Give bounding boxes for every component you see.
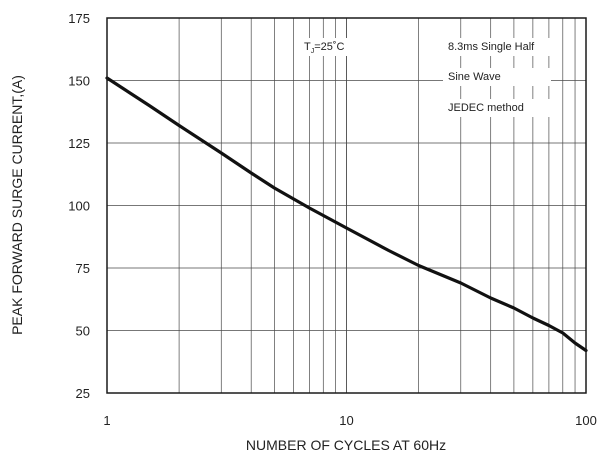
y-tick-label: 125 [68, 136, 90, 151]
tick-labels: 1 10 100 25 50 75 100 125 150 175 [68, 11, 597, 428]
tj-annotation-main: T [304, 41, 311, 53]
y-tick-label: 25 [76, 386, 90, 401]
box-annotation-line3: JEDEC method [448, 102, 524, 114]
tj-annotation-rest: =25˚C [314, 41, 344, 53]
y-tick-label: 175 [68, 11, 90, 26]
annotation-background [443, 99, 551, 117]
y-axis-label: PEAK FORWARD SURGE CURRENT,(A) [9, 75, 25, 335]
tj-annotation-sub: J [311, 48, 315, 55]
annotation-background [443, 68, 551, 86]
box-annotation-line1: 8.3ms Single Half [448, 41, 535, 53]
y-tick-label: 150 [68, 74, 90, 89]
series-line [105, 76, 588, 353]
y-tick-label: 50 [76, 324, 90, 339]
annotation-background [443, 38, 555, 56]
series-group [105, 76, 588, 353]
x-tick-label: 100 [575, 413, 597, 428]
y-tick-label: 75 [76, 261, 90, 276]
box-annotation-line2: Sine Wave [448, 71, 501, 83]
x-axis-label: NUMBER OF CYCLES AT 60Hz [246, 437, 446, 453]
annotation-background [296, 38, 354, 56]
annotation-group: TJ=25˚C 8.3ms Single Half Sine Wave JEDE… [296, 38, 555, 117]
x-tick-label: 1 [103, 413, 110, 428]
y-tick-label: 100 [68, 199, 90, 214]
plot-frame [106, 17, 587, 394]
tj-annotation: TJ=25˚C [304, 41, 345, 55]
x-tick-label: 10 [339, 413, 353, 428]
